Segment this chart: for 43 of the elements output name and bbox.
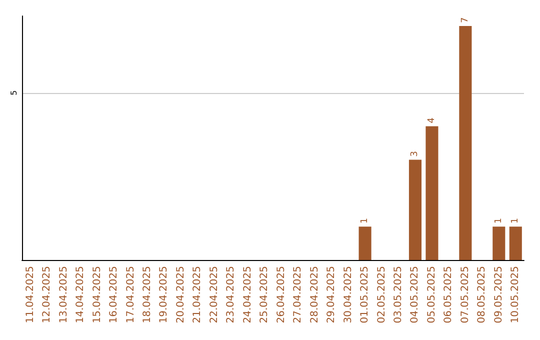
- x-tick-label: 15.04.2025: [92, 266, 103, 324]
- x-tick-label: 14.04.2025: [75, 266, 86, 324]
- x-tick-label: 25.04.2025: [259, 266, 270, 324]
- data-label: 4: [426, 117, 437, 124]
- x-tick-label: 16.04.2025: [108, 266, 120, 324]
- x-tick-label: 28.04.2025: [309, 266, 320, 324]
- x-tick-label: 26.04.2025: [276, 266, 287, 324]
- x-tick-label: 04.05.2025: [410, 266, 421, 324]
- bar: [426, 126, 438, 260]
- x-tick-label: 20.04.2025: [175, 266, 186, 324]
- x-tick-label: 07.05.2025: [460, 266, 471, 324]
- x-tick-label: 21.04.2025: [192, 266, 204, 324]
- bar: [492, 226, 506, 260]
- x-tick-label: 11.04.2025: [24, 266, 36, 324]
- x-tick-label: 17.04.2025: [125, 266, 136, 324]
- x-tick-label: 24.04.2025: [242, 266, 254, 324]
- x-tick-label: 23.04.2025: [226, 266, 237, 324]
- x-tick-label: 03.05.2025: [393, 266, 404, 324]
- bar: [408, 160, 422, 260]
- x-tick-label: 05.05.2025: [426, 266, 438, 324]
- x-tick-label: 22.04.2025: [208, 266, 220, 324]
- bar: [459, 26, 472, 260]
- x-tick-label: 19.04.2025: [158, 266, 170, 324]
- data-label: 3: [410, 150, 420, 157]
- data-label: 1: [360, 218, 370, 224]
- x-tick-label: 02.05.2025: [376, 266, 388, 324]
- y-tick-label: 5: [10, 90, 18, 96]
- x-tick-label: 29.04.2025: [326, 266, 338, 324]
- x-tick-label: 08.05.2025: [476, 266, 488, 324]
- x-tick-label: 09.05.2025: [493, 266, 504, 324]
- data-label: 1: [494, 218, 504, 224]
- x-tick-label: 01.05.2025: [360, 266, 371, 324]
- x-tick-label: 13.04.2025: [58, 266, 70, 324]
- bar: [509, 226, 522, 260]
- x-tick-label: 18.04.2025: [142, 266, 153, 324]
- x-tick-label: 27.04.2025: [292, 266, 304, 324]
- x-tick-label: 10.05.2025: [510, 266, 522, 324]
- data-label: 7: [460, 17, 470, 24]
- x-tick-label: 12.04.2025: [42, 266, 53, 324]
- x-tick-label: 30.04.2025: [342, 266, 354, 324]
- bar: [358, 226, 372, 260]
- data-label: 1: [510, 218, 521, 224]
- x-tick-label: 06.05.2025: [443, 266, 454, 324]
